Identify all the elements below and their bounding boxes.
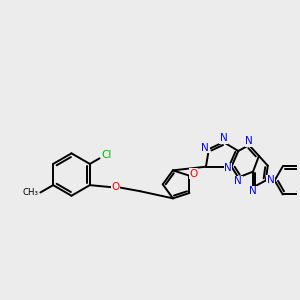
Text: O: O: [189, 169, 198, 179]
Text: N: N: [267, 176, 275, 185]
Text: N: N: [220, 133, 227, 143]
Text: N: N: [202, 142, 209, 152]
Text: O: O: [112, 182, 120, 192]
Text: N: N: [235, 176, 242, 186]
Text: N: N: [245, 136, 253, 146]
Text: Cl: Cl: [101, 150, 111, 160]
Text: N: N: [224, 163, 232, 173]
Text: N: N: [249, 186, 257, 196]
Text: CH₃: CH₃: [23, 188, 39, 197]
